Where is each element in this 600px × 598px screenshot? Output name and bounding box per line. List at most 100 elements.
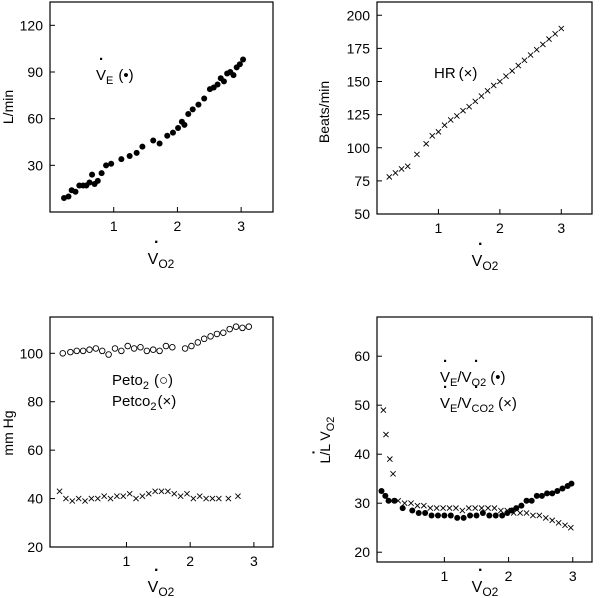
ve-point	[214, 81, 221, 88]
ve-point	[150, 137, 157, 144]
hr-point	[478, 93, 485, 99]
ve-vco2-point	[465, 505, 472, 512]
ve-point	[236, 61, 243, 68]
annotation-dot-c: ·	[443, 379, 448, 396]
petco2-point	[101, 493, 108, 500]
ve-vo2-point	[415, 510, 422, 516]
peto2-point	[137, 344, 144, 351]
ve-vo2-point	[385, 497, 392, 504]
x-axis-ticks: 1 2 3	[440, 557, 577, 584]
petco2-point	[196, 493, 203, 500]
ve-vco2-point	[478, 505, 485, 512]
x-axis-ticks: 1 2 3	[123, 542, 258, 569]
ve-point	[185, 111, 192, 117]
petco2-point	[215, 495, 222, 502]
ve-vco2-point	[555, 519, 562, 526]
hr-point	[453, 113, 460, 119]
y-axis-label: L/L VO2	[317, 417, 337, 464]
petco2-point	[145, 490, 152, 497]
peto2-point	[98, 347, 106, 355]
ve-point	[103, 162, 110, 169]
ve-point	[230, 72, 237, 79]
petco2-point	[203, 495, 210, 502]
ve-vco2-point	[567, 524, 574, 531]
ve-vco2-point	[420, 502, 427, 509]
hr-point	[552, 30, 559, 37]
ve-vo2-point	[460, 514, 467, 521]
hr-point	[558, 25, 565, 32]
x-axis-label-dot: ·	[154, 562, 159, 579]
ve-point	[189, 106, 196, 113]
ve-vco2-point	[523, 510, 530, 516]
annotation-dot-a: ·	[443, 353, 448, 370]
petco2-point	[158, 488, 165, 495]
x-axis-label-dot: ·	[154, 234, 159, 251]
y-tick-label: 200	[347, 7, 371, 23]
x-axis-ticks: 1 2 3	[110, 207, 245, 234]
chart-ve: 30 60 90 120 1 2 3 L/min VO2 · VE (•) ·	[0, 1, 274, 271]
y-tick-label: 175	[347, 40, 371, 56]
petco2-point	[126, 490, 133, 497]
petco2-point	[225, 495, 232, 502]
peto2-point	[213, 330, 221, 338]
ve-point	[126, 153, 133, 159]
ve-vco2-point	[453, 505, 459, 512]
petco2-point	[152, 488, 159, 495]
hr-point	[447, 117, 454, 123]
ve-point	[201, 95, 208, 102]
peto2-point	[143, 347, 151, 355]
x-tick-label: 2	[496, 220, 504, 236]
x-tick-label: 3	[250, 553, 258, 569]
ve-vco2-point	[504, 507, 511, 514]
ve-point	[164, 132, 171, 139]
petco2-point	[184, 490, 190, 497]
series-annotation-ve-vco2: VE/VCO2 (×)	[440, 395, 517, 415]
petco2-point	[235, 493, 241, 500]
chart-peto: 20 40 60 80 100 1 2 3 mm Hg VO2 · Peto2 (○) Pet…	[0, 316, 274, 598]
plot-frame	[376, 1, 593, 215]
y-axis-ticks: 50 75 100 125 150 175 200	[347, 7, 382, 222]
petco2-point	[69, 498, 76, 504]
plot-frame	[49, 316, 274, 548]
hr-point	[546, 36, 552, 43]
hr-point	[509, 67, 516, 74]
x-tick-label: 2	[186, 553, 194, 569]
ve-point	[139, 143, 146, 150]
series-annotation: HR (×)	[434, 65, 477, 82]
x-axis-label: VO2	[472, 253, 499, 273]
ve-vo2-point	[549, 490, 556, 497]
x-axis-label-dot: ·	[478, 562, 483, 579]
ve-point	[86, 179, 93, 186]
ve-vco2-point	[395, 497, 402, 504]
peto2-point	[59, 350, 66, 357]
ve-vco2-point	[510, 510, 517, 516]
petco2-point	[177, 493, 184, 500]
peto2-point	[92, 345, 100, 352]
peto2-point	[239, 324, 246, 332]
hr-point	[435, 128, 442, 135]
ve-vco2-point	[549, 517, 556, 524]
plot-frame	[49, 1, 274, 213]
ve-vo2-point	[568, 480, 575, 487]
peto2-point	[181, 345, 189, 352]
y-axis-label: Beats/min	[316, 81, 332, 143]
ve-vco2-point	[485, 505, 491, 512]
ve-point	[133, 149, 140, 156]
peto2-point	[118, 347, 125, 355]
petco2-point	[82, 498, 88, 504]
ve-point	[89, 171, 96, 178]
peto2-point	[73, 347, 81, 355]
ve-vo2-point	[473, 512, 480, 519]
petco2-point	[75, 495, 82, 502]
y-tick-label: 90	[27, 64, 43, 80]
x-axis-label: VO2	[148, 579, 175, 598]
ve-vo2-point	[554, 487, 561, 494]
y-tick-label: 30	[27, 157, 43, 173]
peto2-point	[200, 335, 208, 343]
hr-point	[472, 98, 479, 105]
ve-vo2-point	[533, 492, 540, 499]
y-tick-label: 150	[347, 74, 371, 90]
data-marks	[56, 323, 253, 504]
ve-vo2-point	[378, 487, 385, 494]
data-marks	[386, 25, 565, 180]
